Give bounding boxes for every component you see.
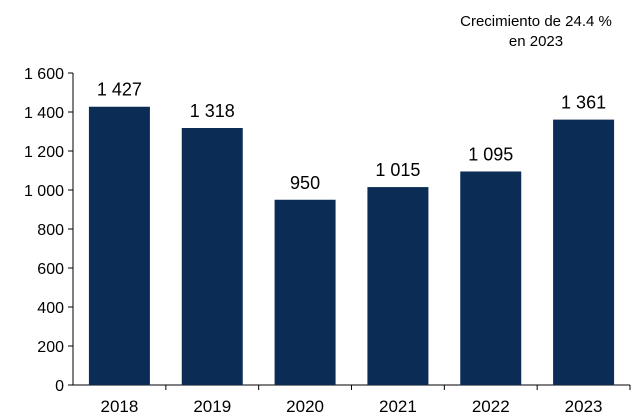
x-tick-label: 2023 — [565, 397, 603, 416]
growth-annotation: Crecimiento de 24.4 % en 2023 — [430, 12, 642, 52]
growth-annotation-line2: en 2023 — [508, 33, 564, 50]
y-tick-label: 1 600 — [24, 66, 64, 83]
x-tick-label: 2019 — [193, 397, 231, 416]
data-label: 1 361 — [561, 93, 606, 113]
bar — [274, 199, 336, 385]
y-tick-label: 1 000 — [24, 183, 64, 200]
data-label: 1 318 — [190, 101, 235, 121]
bar — [553, 119, 615, 385]
bar — [181, 127, 243, 386]
x-tick-label: 2018 — [101, 397, 139, 416]
y-tick-label: 600 — [37, 261, 64, 278]
growth-annotation-line1: Crecimiento de 24.4 % — [460, 13, 612, 30]
y-tick-label: 400 — [37, 300, 64, 317]
bar — [460, 171, 522, 385]
x-tick-label: 2021 — [379, 397, 417, 416]
x-tick-label: 2020 — [286, 397, 324, 416]
x-tick-label: 2022 — [472, 397, 510, 416]
bar — [88, 106, 150, 386]
y-tick-label: 0 — [55, 378, 64, 395]
data-label: 950 — [290, 173, 320, 193]
y-tick-label: 800 — [37, 222, 64, 239]
y-tick-label: 1 200 — [24, 144, 64, 161]
bar — [367, 187, 429, 385]
data-label: 1 427 — [97, 80, 142, 100]
y-tick-label: 200 — [37, 339, 64, 356]
y-tick-label: 1 400 — [24, 105, 64, 122]
data-label: 1 015 — [375, 160, 420, 180]
data-label: 1 095 — [468, 144, 513, 164]
